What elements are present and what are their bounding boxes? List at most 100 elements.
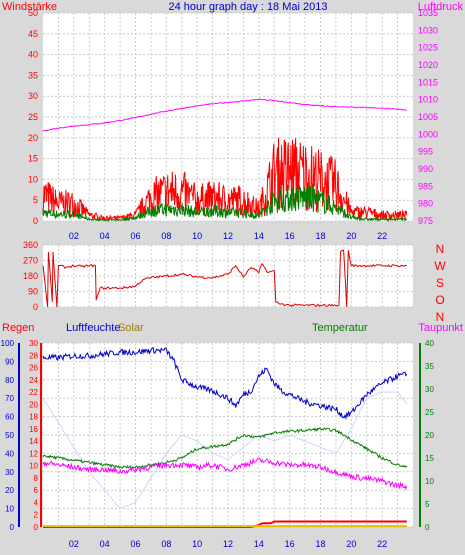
x-tick-label-bottom: 04 bbox=[100, 539, 110, 549]
rain-tick-label: 30 bbox=[29, 339, 38, 348]
wind-tick-label: 35 bbox=[28, 70, 38, 80]
x-tick-label-bottom: 02 bbox=[69, 539, 79, 549]
rain-tick-label: 2 bbox=[34, 511, 39, 520]
humidity-percent-tick-label: 70 bbox=[5, 394, 14, 403]
rain-tick-label: 22 bbox=[29, 388, 38, 397]
x-tick-label-bottom: 16 bbox=[285, 539, 295, 549]
x-tick-label-bottom: 20 bbox=[346, 539, 356, 549]
wind-tick-label: 5 bbox=[33, 195, 38, 205]
rain-tick-label: 26 bbox=[29, 364, 38, 373]
x-tick-label-bottom: 10 bbox=[192, 539, 202, 549]
humidity-percent-tick-label: 50 bbox=[5, 431, 14, 440]
pressure-tick-label: 1015 bbox=[418, 77, 438, 87]
temperature-tick-label: 5 bbox=[425, 500, 430, 509]
direction-tick-label: 360 bbox=[23, 240, 38, 250]
pressure-tick-label: 990 bbox=[418, 164, 433, 174]
rain-axis-label: Regen bbox=[2, 322, 34, 334]
humidity-percent-tick-label: 90 bbox=[5, 357, 14, 366]
chart-title: 24 hour graph day : 18 Mai 2013 bbox=[168, 1, 327, 13]
humidity-percent-tick-label: 60 bbox=[5, 413, 14, 422]
rain-tick-label: 14 bbox=[29, 437, 38, 446]
pressure-tick-label: 995 bbox=[418, 147, 433, 157]
temperature-tick-label: 15 bbox=[425, 454, 434, 463]
wind-tick-label: 15 bbox=[28, 154, 38, 164]
pressure-tick-label: 1025 bbox=[418, 43, 438, 53]
series-dewpoint-line bbox=[42, 457, 408, 491]
rain-tick-label: 28 bbox=[29, 351, 38, 360]
temperature-tick-label: 40 bbox=[425, 339, 434, 348]
pressure-tick-label: 1000 bbox=[418, 129, 438, 139]
compass-tick-label: N bbox=[436, 310, 445, 324]
humidity-percent-tick-label: 80 bbox=[5, 376, 14, 385]
wind-tick-label: 45 bbox=[28, 29, 38, 39]
series-pressure-line bbox=[42, 98, 407, 132]
series-temperature-line bbox=[42, 427, 408, 470]
temperature-tick-label: 25 bbox=[425, 408, 434, 417]
x-tick-label-top: 12 bbox=[223, 231, 233, 241]
x-tick-label-top: 18 bbox=[315, 231, 325, 241]
rain-tick-label: 12 bbox=[29, 449, 38, 458]
direction-tick-label: 270 bbox=[23, 256, 38, 266]
rain-tick-label: 16 bbox=[29, 425, 38, 434]
pressure-tick-label: 975 bbox=[418, 216, 433, 226]
pressure-tick-label: 1010 bbox=[418, 95, 438, 105]
x-tick-label-top: 16 bbox=[285, 231, 295, 241]
pressure-axis-label: Luftdruck bbox=[418, 1, 464, 13]
direction-tick-label: 0 bbox=[33, 302, 38, 312]
x-tick-label-bottom: 22 bbox=[377, 539, 387, 549]
rain-tick-label: 18 bbox=[29, 413, 38, 422]
x-tick-label-top: 20 bbox=[346, 231, 356, 241]
direction-tick-label: 180 bbox=[23, 271, 38, 281]
pressure-tick-label: 1020 bbox=[418, 60, 438, 70]
humidity-percent-tick-label: 20 bbox=[5, 486, 14, 495]
wind-tick-label: 40 bbox=[28, 50, 38, 60]
compass-tick-label: N bbox=[436, 242, 445, 256]
temperature-tick-label: 20 bbox=[425, 431, 434, 440]
wind-tick-label: 25 bbox=[28, 112, 38, 122]
temperature-tick-label: 10 bbox=[425, 477, 434, 486]
temperature-label: Temperatur bbox=[312, 322, 368, 334]
humidity-percent-tick-label: 40 bbox=[5, 449, 14, 458]
rain-tick-label: 0 bbox=[34, 523, 39, 532]
temperature-tick-label: 35 bbox=[425, 362, 434, 371]
solar-label: Solar bbox=[118, 322, 144, 334]
x-tick-label-bottom: 08 bbox=[161, 539, 171, 549]
x-tick-label-top: 08 bbox=[161, 231, 171, 241]
series-wind-average-line bbox=[42, 184, 408, 222]
pressure-tick-label: 1035 bbox=[418, 8, 438, 18]
x-tick-label-top: 22 bbox=[377, 231, 387, 241]
temperature-tick-label: 0 bbox=[425, 523, 430, 532]
rain-tick-label: 8 bbox=[34, 474, 39, 483]
compass-tick-label: S bbox=[436, 276, 444, 290]
x-tick-label-top: 10 bbox=[192, 231, 202, 241]
compass-tick-label: O bbox=[435, 293, 444, 307]
x-tick-label-bottom: 12 bbox=[223, 539, 233, 549]
wind-tick-label: 50 bbox=[28, 8, 38, 18]
rain-tick-label: 24 bbox=[29, 376, 38, 385]
wind-tick-label: 30 bbox=[28, 91, 38, 101]
pressure-tick-label: 1005 bbox=[418, 112, 438, 122]
x-tick-label-top: 06 bbox=[130, 231, 140, 241]
humidity-percent-tick-label: 100 bbox=[1, 339, 15, 348]
humidity-percent-tick-label: 30 bbox=[5, 468, 14, 477]
rain-tick-label: 6 bbox=[34, 486, 39, 495]
compass-tick-label: W bbox=[434, 259, 446, 273]
humidity-label: Luftfeuchte bbox=[66, 322, 120, 334]
series-wind-gust-line bbox=[42, 137, 408, 223]
humidity-percent-tick-label: 0 bbox=[10, 523, 15, 532]
x-tick-label-bottom: 06 bbox=[130, 539, 140, 549]
x-tick-label-bottom: 18 bbox=[315, 539, 325, 549]
rain-tick-label: 4 bbox=[34, 498, 39, 507]
wind-axis-label: Windstärke bbox=[2, 1, 57, 13]
pressure-tick-label: 985 bbox=[418, 181, 433, 191]
series-wind-direction-line bbox=[42, 249, 407, 308]
rain-tick-label: 10 bbox=[29, 462, 38, 471]
x-tick-label-bottom: 14 bbox=[254, 539, 264, 549]
humidity-percent-tick-label: 10 bbox=[5, 505, 14, 514]
x-tick-label-top: 14 bbox=[254, 231, 264, 241]
direction-tick-label: 90 bbox=[28, 287, 38, 297]
x-tick-label-top: 04 bbox=[100, 231, 110, 241]
pressure-tick-label: 980 bbox=[418, 199, 433, 209]
